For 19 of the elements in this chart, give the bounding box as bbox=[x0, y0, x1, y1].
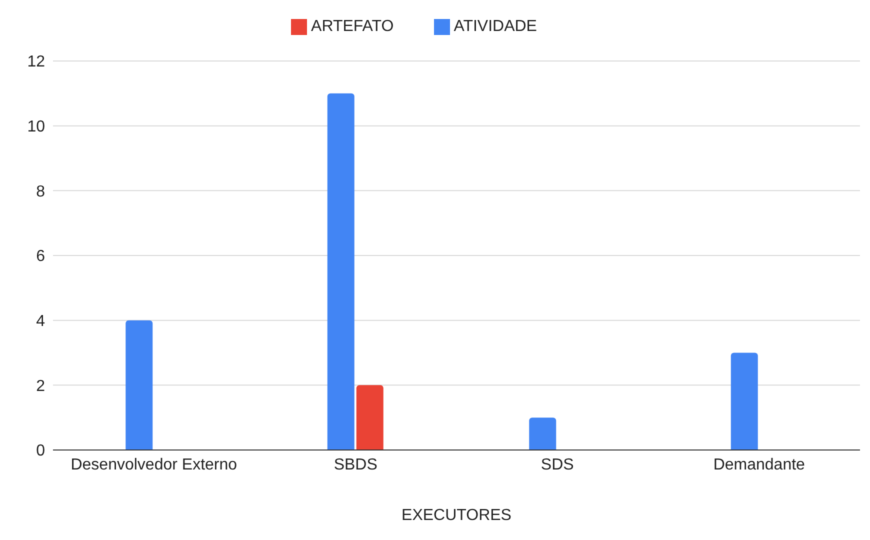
bar bbox=[327, 93, 354, 450]
bar bbox=[730, 352, 758, 450]
x-tick-label: Demandante bbox=[713, 456, 806, 474]
x-tick-label: SDS bbox=[540, 456, 574, 474]
y-tick-label: 12 bbox=[27, 54, 46, 71]
bar bbox=[529, 418, 556, 450]
bar bbox=[126, 320, 153, 450]
x-axis-title: EXECUTORES bbox=[402, 507, 512, 524]
y-tick-label: 4 bbox=[36, 313, 46, 330]
y-tick-label: 10 bbox=[27, 118, 46, 136]
legend-label: ATIVIDADE bbox=[454, 18, 537, 35]
bar bbox=[356, 385, 384, 450]
legend-label: ARTEFATO bbox=[311, 18, 394, 35]
y-tick-label: 6 bbox=[36, 248, 46, 266]
y-tick-label: 0 bbox=[36, 442, 46, 460]
y-tick-label: 8 bbox=[36, 183, 46, 200]
x-tick-label: SBDS bbox=[334, 456, 378, 474]
y-tick-label: 2 bbox=[36, 378, 46, 395]
x-tick-label: Desenvolvedor Externo bbox=[70, 456, 238, 474]
